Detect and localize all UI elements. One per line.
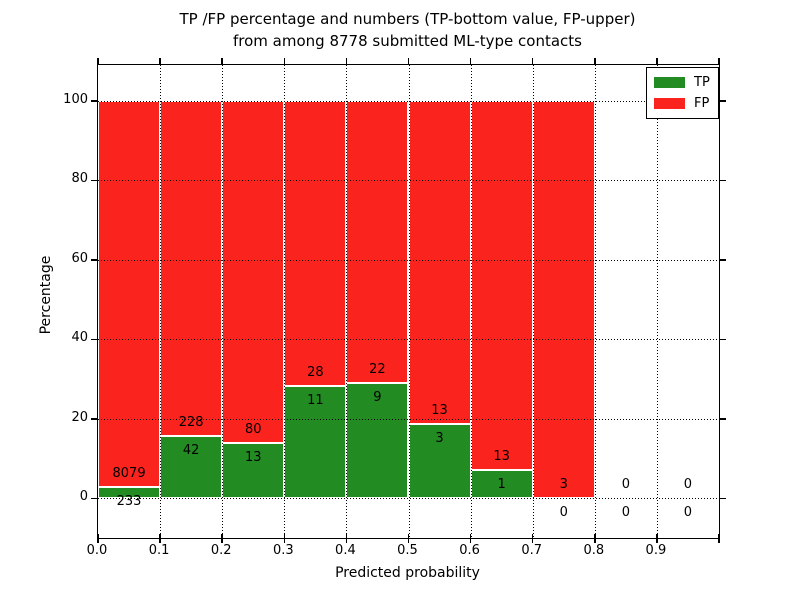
x-tick-label: 0.6 (459, 543, 480, 558)
y-tick-label: 0 (79, 489, 88, 505)
bar-tp-segment (346, 383, 409, 499)
chart-title-line1: TP /FP percentage and numbers (TP-bottom… (179, 10, 636, 28)
y-tick-mark-right (719, 100, 726, 102)
grid-line-vertical (346, 65, 348, 538)
y-tick-mark-left (91, 497, 98, 499)
bar-fp-segment (470, 100, 533, 471)
y-tick-mark-right (719, 497, 726, 499)
bar-tp-segment (470, 470, 533, 499)
y-tick-label: 20 (71, 409, 88, 425)
x-tick-label: 0.0 (86, 543, 108, 558)
y-tick-mark-right (719, 338, 726, 340)
y-tick-mark-left (91, 100, 98, 102)
x-tick-mark-bottom (283, 533, 286, 543)
fp-count-label: 0 (621, 477, 630, 493)
y-tick-mark-left (91, 179, 98, 182)
legend-label-tp: TP (694, 75, 710, 90)
tp-count-label: 0 (621, 505, 630, 521)
bar-fp-segment (346, 100, 409, 383)
x-tick-mark-bottom (469, 533, 472, 543)
bar-fp-segment (532, 100, 595, 499)
x-tick-mark-top (469, 58, 472, 65)
legend: TP FP (646, 67, 719, 119)
x-tick-mark-bottom (97, 533, 99, 543)
tp-count-label: 0 (683, 505, 693, 521)
bar-tp-segment (284, 386, 347, 499)
x-tick-mark-top (283, 58, 286, 65)
bar-fp-segment (408, 100, 471, 424)
x-tick-mark-bottom (345, 533, 348, 543)
legend-swatch-fp (654, 98, 685, 109)
x-tick-mark-top (594, 58, 596, 65)
x-tick-label: 0.5 (397, 543, 418, 558)
bar-fp-segment (160, 100, 223, 437)
y-tick-mark-right (719, 418, 726, 420)
x-tick-label: 0.2 (210, 543, 232, 558)
y-tick-mark-left (91, 259, 98, 261)
chart-title-line2: from among 8778 submitted ML-type contac… (233, 32, 582, 50)
grid-line-vertical (656, 65, 658, 538)
x-tick-mark-bottom (656, 533, 658, 543)
bar-tp-segment (408, 423, 471, 499)
x-tick-mark-top (531, 58, 534, 65)
bar-tp-segment (160, 436, 223, 499)
bar-fp-segment (98, 100, 161, 488)
legend-swatch-tp (654, 77, 685, 88)
bar-fp-segment (222, 100, 285, 443)
tp-count-label: 0 (559, 505, 568, 521)
x-tick-label: 0.7 (521, 543, 543, 558)
legend-item-tp: TP (654, 74, 710, 91)
x-tick-mark-bottom (718, 533, 720, 543)
x-tick-mark-bottom (159, 533, 161, 543)
x-tick-mark-top (656, 58, 658, 65)
y-tick-label: 40 (71, 330, 88, 346)
grid-line-vertical (284, 65, 286, 538)
plot-area: 8079 233 228 42 80 13 28 11 22 9 13 3 13 1 3 0 0 0 0 0 (91, 58, 726, 543)
y-tick-mark-left (91, 418, 98, 420)
x-tick-mark-top (407, 58, 410, 65)
x-tick-mark-bottom (594, 533, 596, 543)
x-tick-mark-top (718, 58, 720, 65)
x-tick-mark-top (159, 58, 161, 65)
bar-fp-segment (284, 100, 347, 387)
x-tick-label: 0.1 (148, 543, 170, 558)
x-tick-label: 0.3 (272, 543, 294, 558)
x-tick-mark-bottom (407, 533, 410, 543)
y-tick-mark-right (719, 259, 726, 261)
y-tick-mark-right (719, 179, 726, 182)
bar-tp-segment (98, 487, 161, 499)
y-tick-label: 60 (71, 250, 88, 266)
x-tick-label: 0.4 (335, 543, 356, 558)
y-tick-label: 80 (71, 171, 88, 187)
legend-label-fp: FP (694, 96, 710, 111)
y-tick-label: 100 (63, 91, 88, 107)
grid-line-vertical (594, 65, 596, 538)
y-tick-mark-left (91, 338, 98, 340)
bar-tp-segment (222, 442, 285, 499)
x-tick-mark-top (97, 58, 99, 65)
x-tick-mark-top (345, 58, 348, 65)
x-tick-mark-bottom (531, 533, 534, 543)
grid-line-vertical (160, 65, 162, 538)
x-tick-label: 0.9 (645, 543, 667, 558)
fp-count-label: 0 (683, 477, 693, 493)
x-tick-mark-bottom (221, 533, 223, 543)
grid-line-vertical (532, 65, 534, 538)
x-tick-label: 0.8 (583, 543, 605, 558)
grid-line-vertical (408, 65, 410, 538)
x-axis-label: Predicted probability (335, 565, 480, 581)
grid-line-vertical (470, 65, 472, 538)
x-tick-mark-top (221, 58, 223, 65)
legend-item-fp: FP (654, 95, 710, 112)
y-axis-label: Percentage (38, 255, 54, 335)
grid-line-vertical (222, 65, 224, 538)
